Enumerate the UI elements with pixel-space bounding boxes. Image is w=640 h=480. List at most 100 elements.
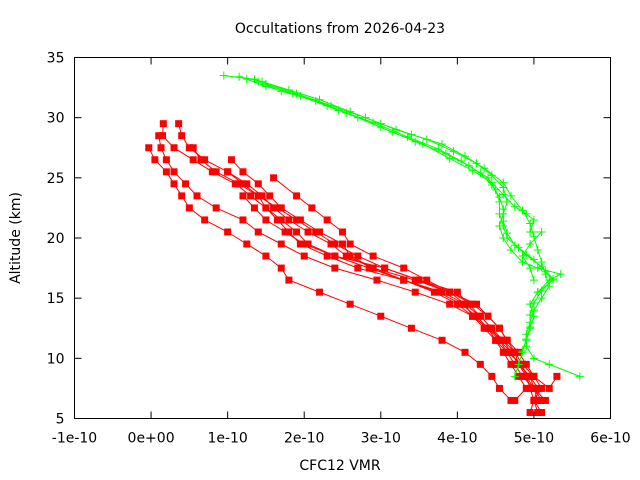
series-11	[242, 75, 558, 356]
series-line	[246, 78, 554, 352]
data-point-square	[243, 180, 251, 188]
data-point-square	[484, 312, 492, 320]
series-line	[242, 195, 543, 401]
data-point-plus	[499, 221, 508, 230]
data-point-plus	[529, 276, 538, 285]
data-point-square	[369, 264, 377, 272]
data-point-square	[407, 324, 415, 332]
data-point-square	[323, 216, 331, 224]
data-point-square	[189, 144, 197, 152]
data-point-plus	[518, 347, 527, 356]
data-point-square	[189, 156, 197, 164]
data-point-plus	[514, 360, 523, 369]
data-point-plus	[235, 72, 244, 81]
data-point-square	[411, 276, 419, 284]
data-point-plus	[418, 140, 427, 149]
data-point-plus	[499, 205, 508, 214]
data-point-square	[346, 240, 354, 248]
data-point-plus	[254, 77, 263, 86]
data-point-square	[342, 252, 350, 260]
data-point-square	[526, 372, 534, 380]
data-point-square	[193, 192, 201, 200]
data-point-square	[476, 312, 484, 320]
data-point-square	[178, 132, 186, 140]
data-point-plus	[495, 197, 504, 206]
data-point-square	[262, 216, 270, 224]
data-point-square	[247, 192, 255, 200]
data-point-plus	[529, 298, 538, 307]
data-point-square	[262, 252, 270, 260]
data-point-square	[285, 228, 293, 236]
x-tick-label: 3e-10	[361, 431, 401, 447]
data-point-plus	[499, 190, 508, 199]
y-tick-label: 10	[47, 351, 65, 367]
data-point-square	[503, 348, 511, 356]
data-point-square	[277, 204, 285, 212]
data-point-square	[522, 360, 530, 368]
data-point-square	[266, 192, 274, 200]
data-point-plus	[242, 75, 251, 84]
data-point-square	[476, 360, 484, 368]
data-point-square	[541, 396, 549, 404]
data-point-square	[457, 300, 465, 308]
data-point-square	[495, 336, 503, 344]
data-point-plus	[545, 360, 554, 369]
x-tick-label: 2e-10	[284, 431, 324, 447]
data-point-square	[538, 396, 546, 404]
data-point-square	[423, 276, 431, 284]
y-tick-label: 30	[47, 111, 65, 127]
data-point-square	[224, 228, 232, 236]
data-point-plus	[537, 294, 546, 303]
data-point-square	[182, 180, 190, 188]
data-point-square	[159, 120, 167, 128]
data-point-square	[273, 204, 281, 212]
x-tick-label: 6e-10	[590, 431, 630, 447]
data-point-square	[235, 180, 243, 188]
data-point-square	[254, 228, 262, 236]
data-point-plus	[556, 270, 565, 279]
data-point-square	[503, 336, 511, 344]
data-point-square	[296, 216, 304, 224]
data-point-square	[157, 144, 165, 152]
data-point-square	[304, 228, 312, 236]
data-point-square	[438, 288, 446, 296]
data-point-square	[499, 336, 507, 344]
data-point-square	[293, 216, 301, 224]
data-point-plus	[529, 255, 538, 264]
data-point-plus	[353, 113, 362, 122]
data-point-square	[239, 216, 247, 224]
data-point-square	[507, 348, 515, 356]
data-point-square	[250, 204, 258, 212]
data-point-square	[446, 288, 454, 296]
data-point-square	[296, 240, 304, 248]
data-point-square	[453, 300, 461, 308]
data-point-square	[293, 192, 301, 200]
series-line	[238, 76, 563, 377]
data-point-square	[254, 180, 262, 188]
data-point-square	[495, 384, 503, 392]
data-point-square	[469, 300, 477, 308]
data-point-square	[369, 252, 377, 260]
data-point-square	[346, 300, 354, 308]
data-point-square	[354, 252, 362, 260]
data-point-plus	[438, 140, 447, 149]
data-point-plus	[537, 227, 546, 236]
data-point-square	[495, 324, 503, 332]
data-point-plus	[526, 227, 535, 236]
data-point-square	[151, 156, 159, 164]
series-10	[235, 72, 565, 381]
data-point-plus	[495, 209, 504, 218]
data-point-square	[162, 168, 170, 176]
data-point-plus	[288, 89, 297, 98]
data-point-plus	[499, 183, 508, 192]
data-point-square	[469, 312, 477, 320]
data-point-square	[162, 156, 170, 164]
data-point-square	[354, 264, 362, 272]
data-point-square	[511, 348, 519, 356]
data-point-square	[258, 192, 266, 200]
data-point-plus	[533, 246, 542, 255]
data-point-square	[538, 384, 546, 392]
data-point-square	[155, 132, 163, 140]
data-point-square	[522, 384, 530, 392]
data-point-square	[534, 408, 542, 416]
